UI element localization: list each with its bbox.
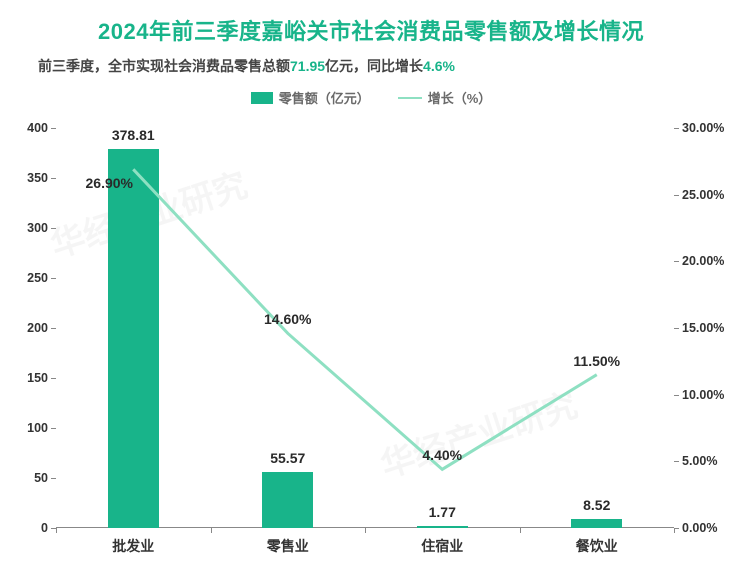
line-value-label: 11.50% [573, 353, 620, 369]
x-tick [365, 528, 366, 533]
y-right-tick [674, 128, 679, 129]
y-left-tick-label: 250 [10, 271, 56, 285]
y-left-tick-label: 300 [10, 221, 56, 235]
y-right-tick [674, 195, 679, 196]
x-tick [674, 528, 675, 533]
y-right-tick [674, 261, 679, 262]
legend-swatch-line [398, 97, 422, 99]
y-right-tick-label: 20.00% [674, 254, 742, 268]
x-tick [211, 528, 212, 533]
y-right-tick-label: 30.00% [674, 121, 742, 135]
y-right-tick [674, 461, 679, 462]
y-left-tick-label: 100 [10, 421, 56, 435]
x-category-label: 餐饮业 [576, 528, 618, 556]
y-right-tick-label: 15.00% [674, 321, 742, 335]
subtitle-mid: 亿元，同比增长 [325, 58, 423, 74]
line-value-label: 4.40% [422, 447, 462, 463]
y-left-tick-label: 200 [10, 321, 56, 335]
legend-label-bar: 零售额（亿元） [279, 88, 370, 107]
legend-item-line: 增长（%） [398, 88, 492, 107]
line-value-label: 26.90% [86, 175, 133, 191]
x-category-label: 批发业 [112, 528, 154, 556]
y-left-tick-label: 50 [10, 471, 56, 485]
y-right-tick-label: 10.00% [674, 388, 742, 402]
x-category-label: 住宿业 [421, 528, 463, 556]
x-tick [520, 528, 521, 533]
chart-subtitle: 前三季度，全市实现社会消费品零售总额71.95亿元，同比增长4.6% [0, 46, 742, 76]
x-category-label: 零售业 [267, 528, 309, 556]
y-right-tick-label: 0.00% [674, 521, 742, 535]
y-right-tick [674, 328, 679, 329]
x-tick [56, 528, 57, 533]
legend-swatch-bar [251, 92, 273, 104]
subtitle-value-2: 4.6% [423, 58, 455, 74]
y-left-tick-label: 0 [10, 521, 56, 535]
y-right-tick-label: 25.00% [674, 188, 742, 202]
growth-line [56, 128, 674, 528]
chart-plot-area: 华经产业研究 华经产业研究 0501001502002503003504000.… [56, 128, 674, 528]
legend: 零售额（亿元） 增长（%） [0, 88, 742, 107]
line-value-label: 14.60% [264, 311, 311, 327]
y-left-tick-label: 400 [10, 121, 56, 135]
y-right-tick [674, 395, 679, 396]
y-right-tick-label: 5.00% [674, 454, 742, 468]
chart-title: 2024年前三季度嘉峪关市社会消费品零售额及增长情况 [0, 0, 742, 46]
subtitle-value-1: 71.95 [290, 58, 325, 74]
y-left-tick-label: 150 [10, 371, 56, 385]
y-left-tick-label: 350 [10, 171, 56, 185]
legend-label-line: 增长（%） [428, 88, 492, 107]
legend-item-bar: 零售额（亿元） [251, 88, 370, 107]
subtitle-prefix: 前三季度，全市实现社会消费品零售总额 [38, 58, 290, 74]
